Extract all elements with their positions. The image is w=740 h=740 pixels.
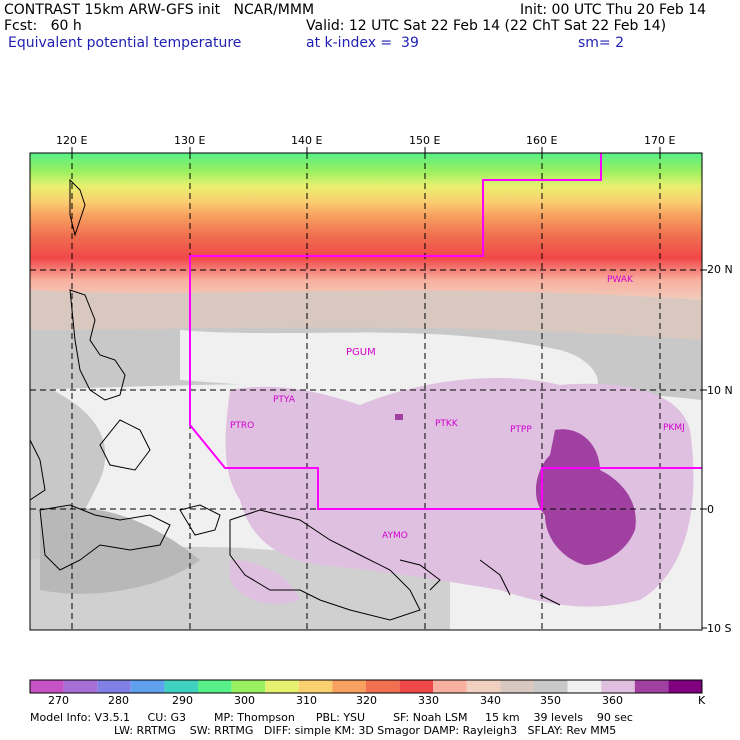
station-pkmj: PKMJ [663,423,685,433]
tick-marks [71,147,707,629]
model-info-line1: Model Info: V3.5.1 CU: G3 MP: Thompson P… [30,711,633,724]
colorbar-label-300: 300 [234,694,255,707]
lon-label-150: 150 E [409,134,441,147]
lat-label-10s: 10 S [707,622,732,635]
lon-label-130: 130 E [174,134,206,147]
title-line: CONTRAST 15km ARW-GFS init NCAR/MMM [4,2,315,18]
colorbar-swatch [634,680,669,693]
lon-label-120: 120 E [56,134,88,147]
colorbar-swatch [30,680,64,693]
lat-label-0: 0 [707,503,714,516]
map-frame [29,152,703,631]
model-info-line2: LW: RRTMG SW: RRTMG DIFF: simple KM: 3D … [114,724,617,737]
colorbar-swatch [97,680,131,693]
colorbar-swatch [265,680,299,693]
colorbar-swatch [399,680,434,693]
colorbar-label-310: 310 [296,694,317,707]
colorbar-swatch [366,680,400,693]
colorbar-label-270: 270 [48,694,69,707]
theta-e-dark-purple [535,429,636,565]
region-boundary [189,153,702,510]
colorbar-label-340: 340 [480,694,501,707]
theta-e-purple-patch [230,560,300,604]
colorbar-label-330: 330 [418,694,439,707]
init-time: Init: 00 UTC Thu 20 Feb 14 [520,2,707,18]
smoothing: sm= 2 [578,35,625,51]
colorbar-swatch [466,680,501,693]
colorbar-label-350: 350 [540,694,561,707]
theta-e-small-core [395,414,403,420]
colorbar-swatch [198,680,232,693]
lat-label-20n: 20 N [707,263,733,276]
colorbar-label-360: 360 [602,694,623,707]
station-pwak: PWAK [607,275,634,285]
colorbar-swatch [433,680,467,693]
field-name: Equivalent potential temperature [8,35,242,51]
colorbar-swatch [164,680,198,693]
colorbar-swatch [298,680,333,693]
colorbar-swatch [500,680,534,693]
lon-label-160: 160 E [526,134,558,147]
colorbar-label-320: 320 [356,694,377,707]
coastlines [30,178,561,621]
forecast-hour: Fcst: 60 h [4,18,82,34]
k-index: at k-index = 39 [306,35,419,51]
station-ptpp: PTPP [510,425,532,435]
colorbar-swatch [130,680,165,693]
colorbar-swatch [534,680,568,693]
theta-e-band-north [30,153,702,303]
colorbar [29,679,703,694]
colorbar-swatch [567,680,602,693]
station-ptro: PTRO [230,421,254,431]
lon-label-170: 170 E [644,134,676,147]
station-ptkk: PTKK [435,419,459,429]
colorbar-unit: K [698,694,706,707]
colorbar-frame [29,679,703,694]
colorbar-swatch [231,680,266,693]
station-aymo: AYMO [382,531,408,541]
theta-e-sw-darkgray [40,507,200,594]
colorbar-swatch [668,680,702,693]
colorbar-label-280: 280 [108,694,129,707]
station-pgum: PGUM [346,347,376,358]
station-ptya: PTYA [273,395,296,405]
valid-time: Valid: 12 UTC Sat 22 Feb 14 (22 ChT Sat … [306,18,667,34]
colorbar-swatch [332,680,366,693]
colorbar-swatch [63,680,98,693]
lat-label-10n: 10 N [707,384,733,397]
colorbar-swatch [601,680,635,693]
lon-label-140: 140 E [291,134,323,147]
colorbar-label-290: 290 [172,694,193,707]
